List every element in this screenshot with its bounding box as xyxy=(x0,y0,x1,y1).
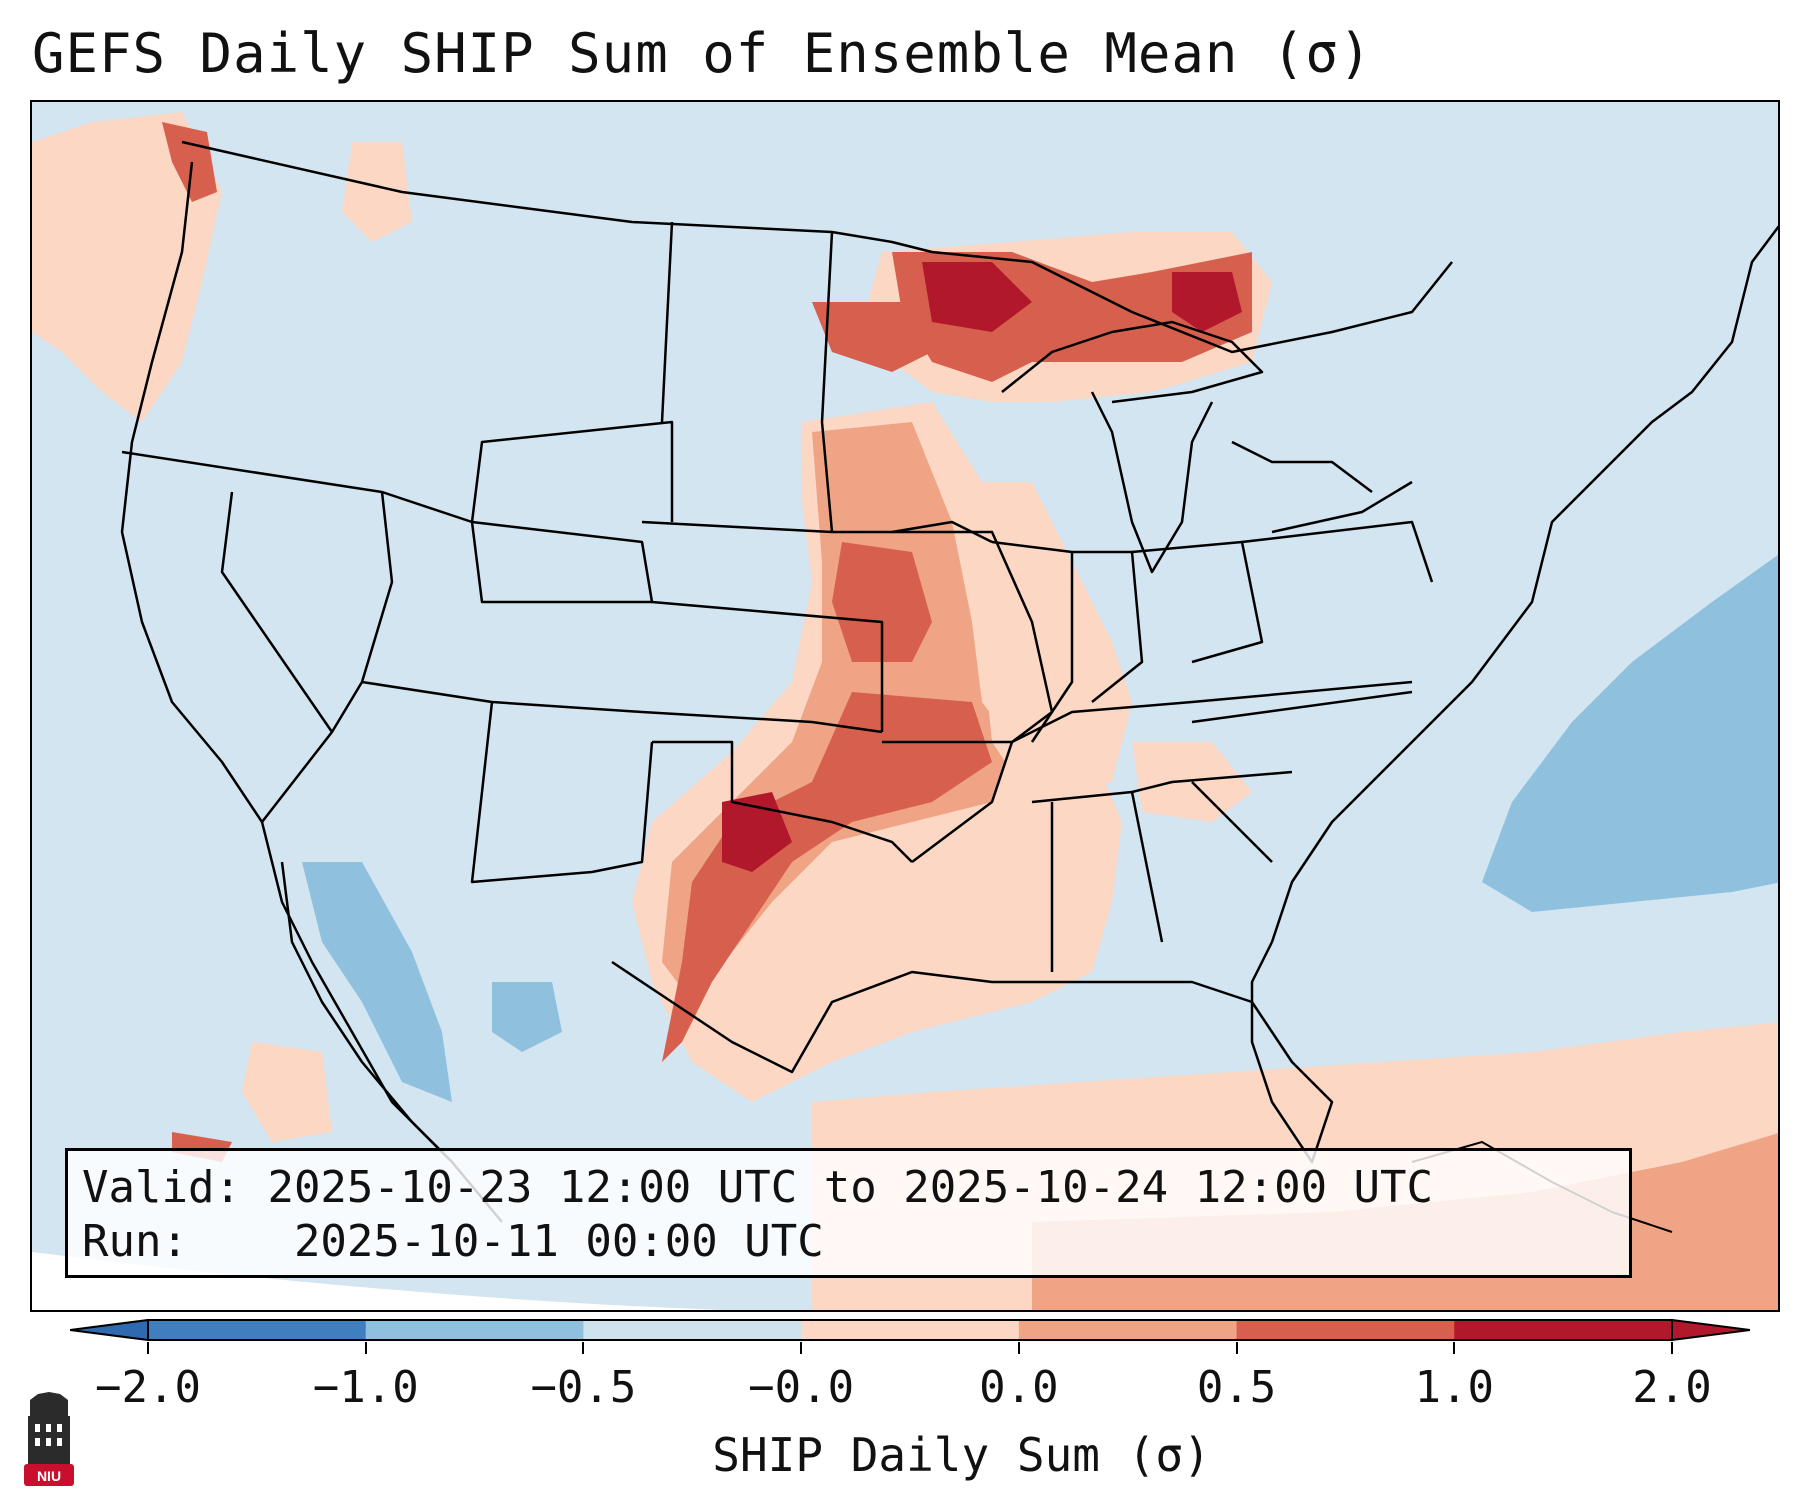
valid-value: 2025-10-23 12:00 UTC to 2025-10-24 12:00… xyxy=(267,1162,1434,1213)
west-coast xyxy=(120,161,503,1223)
anomaly-west-texas-strong xyxy=(722,792,792,872)
colorbar-tick-mark xyxy=(364,1342,367,1354)
colorbar-tick-label: 0.0 xyxy=(979,1362,1059,1413)
colorbar-tick-label: −2.0 xyxy=(95,1362,201,1413)
state-line-tn xyxy=(1031,770,1293,804)
state-line-mo xyxy=(892,530,1054,743)
anomaly-pnw-positive xyxy=(32,112,222,422)
colorbar-segment xyxy=(148,1320,367,1340)
lower-great-lakes xyxy=(1231,440,1413,534)
colorbar-tick-mark xyxy=(147,1342,149,1354)
anomaly-atlantic-negative xyxy=(1482,554,1778,912)
colorbar-extend-low xyxy=(70,1318,149,1342)
state-line-se xyxy=(1050,781,1273,972)
projection-edge xyxy=(32,1252,723,1310)
run-row: Run: 2025-10-11 00:00 UTC xyxy=(82,1215,1615,1269)
colorbar-tick-mark xyxy=(582,1342,585,1354)
colorbar-tick-mark xyxy=(800,1342,803,1354)
state-line-il xyxy=(991,540,1074,743)
run-value: 2025-10-11 00:00 UTC xyxy=(293,1216,824,1267)
valid-row: Valid: 2025-10-23 12:00 UTC to 2025-10-2… xyxy=(82,1161,1615,1215)
anomaly-dakota xyxy=(812,302,932,372)
state-line-mt-dak xyxy=(660,221,674,423)
colorbar-tick-mark xyxy=(1671,1342,1673,1354)
map-panel xyxy=(30,100,1780,1312)
colorbar-outline xyxy=(147,1319,1673,1341)
colorbar-label: SHIP Daily Sum (σ) xyxy=(712,1428,1211,1482)
state-line-ks xyxy=(651,600,884,732)
state-line-ar xyxy=(882,740,1014,863)
state-line-ok xyxy=(652,740,913,863)
logo-banner xyxy=(24,1464,74,1486)
colorbar-tick-label: 1.0 xyxy=(1414,1362,1495,1413)
map-svg xyxy=(32,102,1778,1310)
validity-info-box: Valid: 2025-10-23 12:00 UTC to 2025-10-2… xyxy=(65,1148,1632,1278)
colorbar-segment xyxy=(583,1320,802,1340)
anomaly-baja-negative xyxy=(302,862,452,1102)
logo-tower-top xyxy=(30,1392,68,1416)
anomaly-oklahoma-texas xyxy=(662,692,992,1062)
colorbar-segment xyxy=(1018,1320,1238,1340)
colorbar-segment xyxy=(801,1320,1020,1340)
state-line-nv xyxy=(220,491,334,733)
gulf-coast xyxy=(611,941,1334,1164)
state-line-ut-wy xyxy=(381,420,674,524)
colorbar-tick-mark xyxy=(1453,1342,1456,1354)
colorbar xyxy=(70,1318,1750,1342)
canada-us-border xyxy=(181,140,1453,354)
logo-text: NIU xyxy=(36,1468,62,1484)
map-title: GEFS Daily SHIP Sum of Ensemble Mean (σ) xyxy=(32,22,1373,85)
anomaly-missouri xyxy=(952,482,1132,802)
colorbar-tick-label: −1.0 xyxy=(312,1362,419,1413)
colorbar-segment xyxy=(1236,1320,1455,1340)
state-line-mn-dak xyxy=(820,231,834,533)
state-line-nm xyxy=(470,701,654,884)
colorbar-tick-label: −0.0 xyxy=(748,1362,855,1413)
anomaly-kansas xyxy=(832,542,932,662)
colorbar-tick-mark xyxy=(1235,1342,1238,1354)
state-line-in xyxy=(1072,550,1144,703)
anomaly-pacific-positive xyxy=(242,1042,332,1142)
logo-windows xyxy=(35,1424,62,1446)
anomaly-lake-superior-strong xyxy=(1172,272,1242,332)
state-line-az-nm xyxy=(361,680,883,734)
run-label: Run: xyxy=(82,1216,188,1267)
state-line-pa xyxy=(1241,520,1434,583)
state-line-va-nc xyxy=(1191,690,1413,724)
boundaries xyxy=(120,140,1778,1233)
niu-logo xyxy=(20,1392,78,1488)
state-line-oh xyxy=(1131,540,1264,664)
lake-michigan xyxy=(1090,391,1214,574)
anomaly-minnesota-strong xyxy=(922,262,1032,332)
east-coast xyxy=(1270,225,1778,943)
colorbar-tick-label: 0.5 xyxy=(1196,1362,1277,1413)
anomaly-mexico-negative xyxy=(492,982,562,1052)
colorbar-segments xyxy=(70,1318,1750,1342)
colorbar-extend-high xyxy=(1671,1318,1750,1342)
colorbar-segment xyxy=(1454,1320,1673,1340)
colorbar-tick-mark xyxy=(1017,1342,1020,1354)
colorbar-tick-label: 2.0 xyxy=(1632,1362,1712,1413)
lake-superior xyxy=(1001,320,1264,404)
colorbar-segment xyxy=(365,1320,584,1340)
anomaly-idaho-positive xyxy=(342,142,412,242)
state-line-ca-nv xyxy=(121,450,394,823)
baja-coast xyxy=(280,861,453,1163)
valid-label: Valid: xyxy=(82,1162,241,1213)
anomaly-pnw-strong xyxy=(162,122,217,202)
colorbar-tick-label: −0.5 xyxy=(530,1362,637,1413)
state-line-ky xyxy=(1011,680,1413,744)
